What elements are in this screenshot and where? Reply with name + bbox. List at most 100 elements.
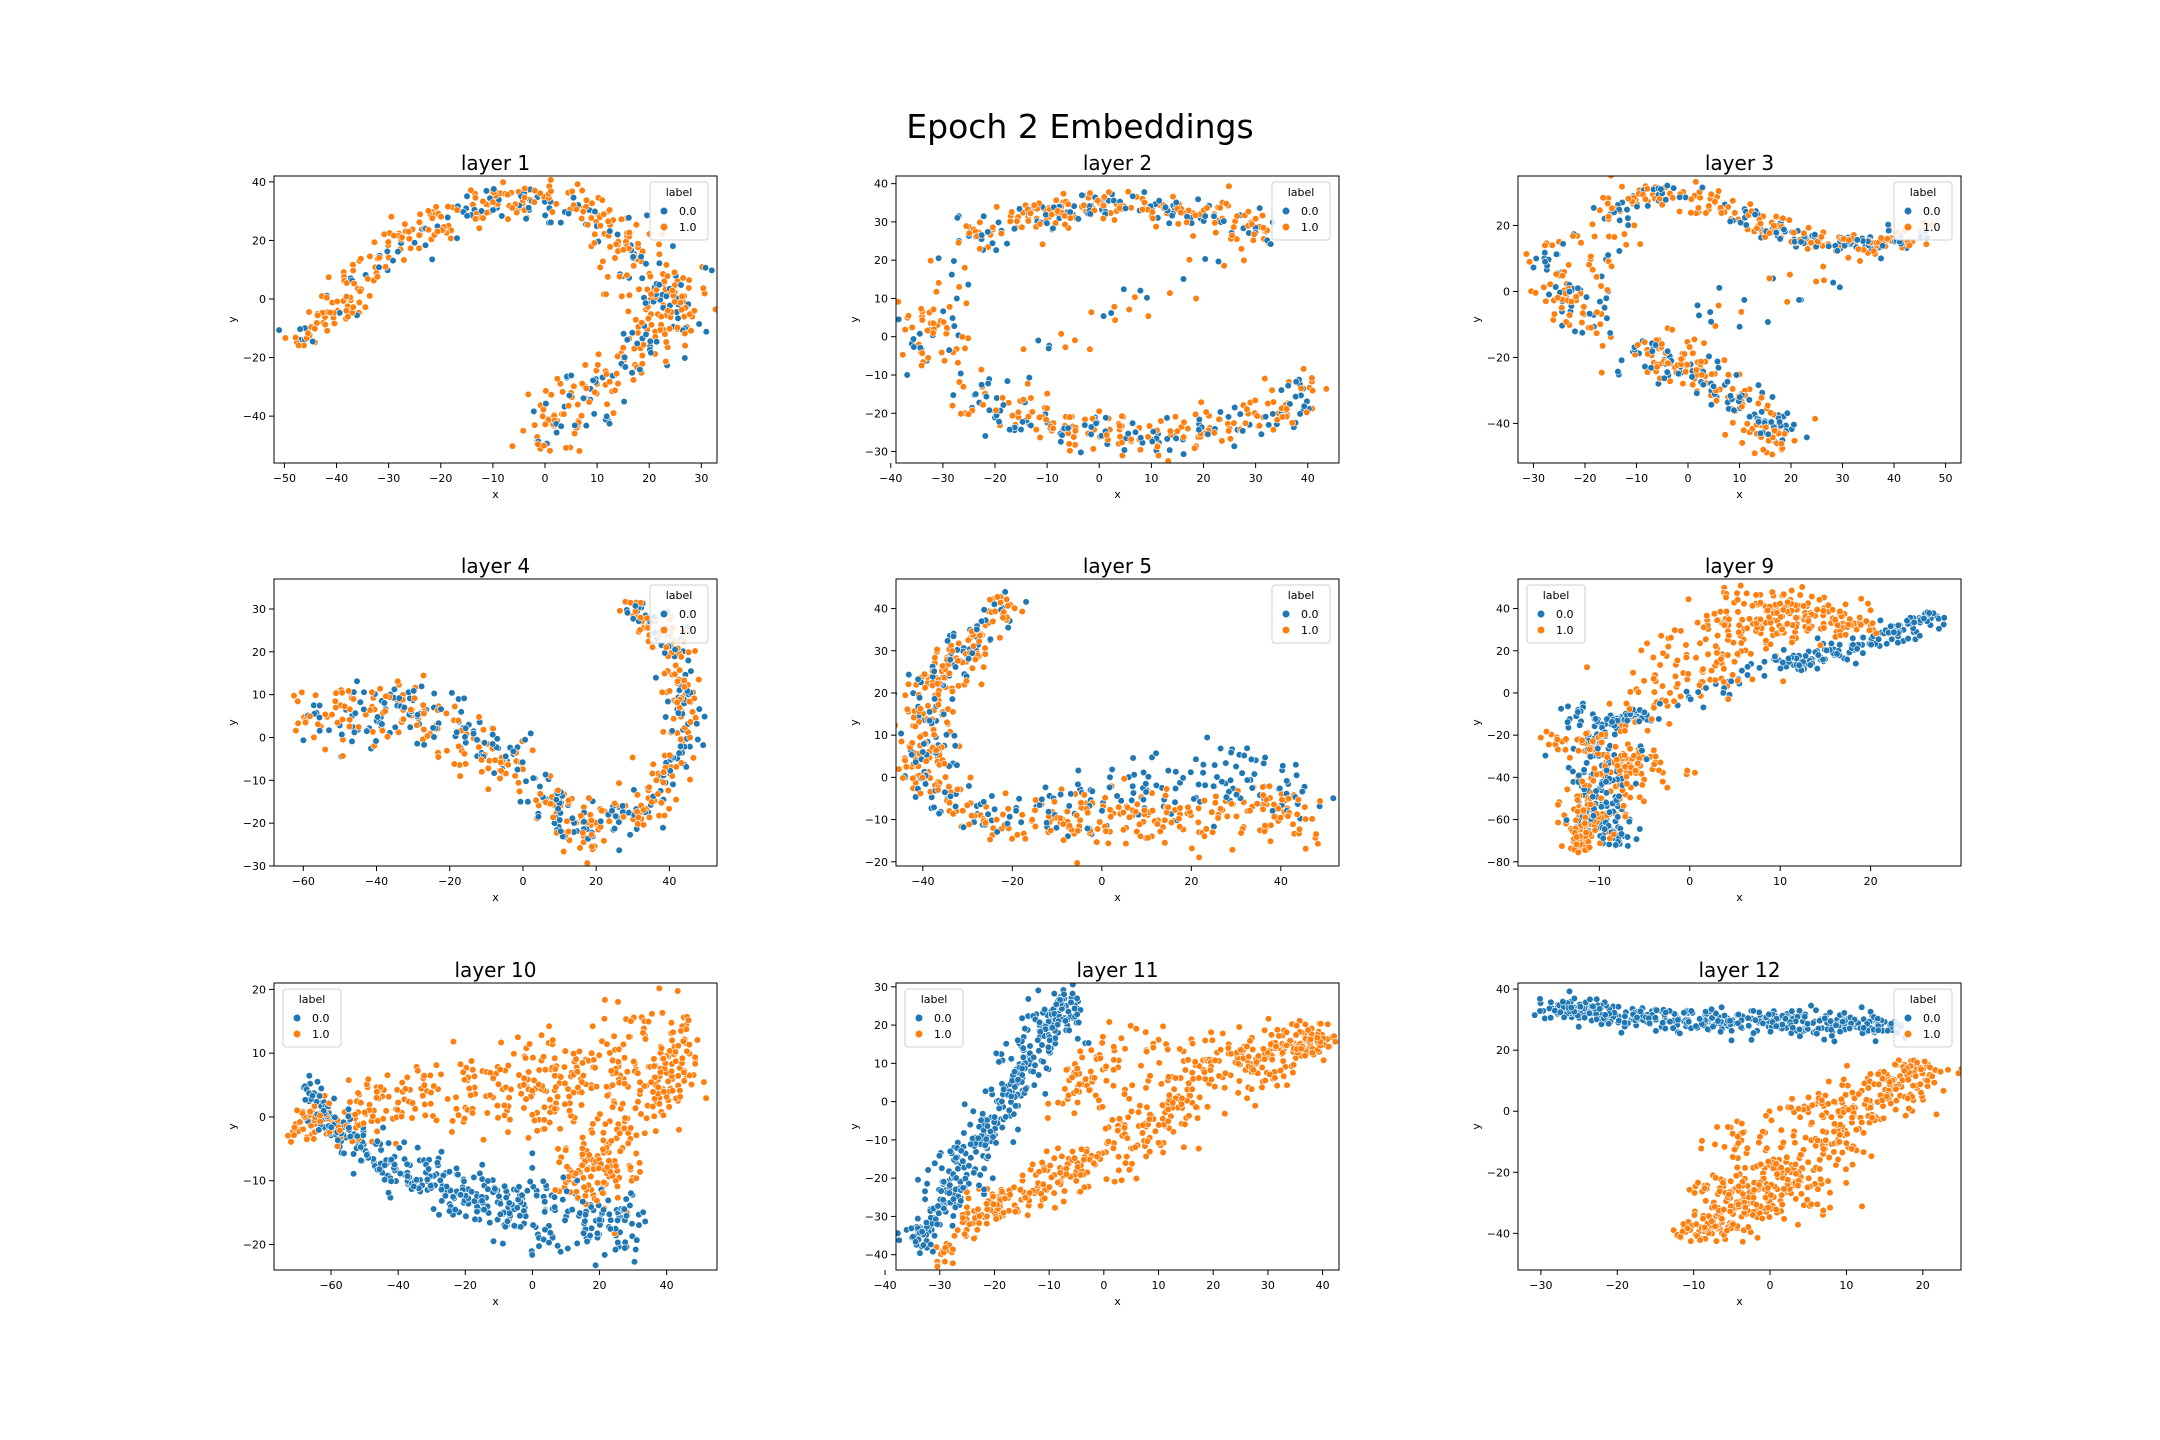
scatter-point [935, 809, 943, 818]
scatter-point [1621, 727, 1629, 735]
scatter-point [555, 1158, 563, 1166]
scatter-point [1268, 386, 1276, 394]
scatter-point [1622, 241, 1630, 249]
scatter-point [583, 1237, 591, 1246]
scatter-point [603, 400, 611, 408]
scatter-point [589, 1022, 597, 1030]
scatter-point [1592, 715, 1600, 723]
scatter-point [1202, 408, 1210, 416]
scatter-point [1845, 620, 1853, 629]
scatter-point [1853, 236, 1861, 244]
scatter-point [444, 213, 452, 221]
scatter-point [946, 656, 954, 664]
scatter-point [426, 1071, 434, 1079]
scatter-point [1772, 229, 1780, 237]
scatter-point [452, 1093, 460, 1101]
scatter-point [977, 381, 986, 389]
scatter-point [576, 844, 584, 852]
scatter-point [940, 760, 949, 768]
scatter-point [1884, 221, 1892, 229]
scatter-point [330, 319, 339, 328]
scatter-point [547, 800, 555, 808]
scatter-point [965, 782, 973, 790]
scatter-point [1056, 790, 1065, 799]
scatter-point [943, 637, 952, 645]
scatter-point [1573, 807, 1582, 816]
scatter-point [1707, 401, 1715, 409]
scatter-point [658, 688, 666, 696]
scatter-point [988, 239, 997, 247]
scatter-point [1014, 408, 1023, 416]
scatter-point [1106, 806, 1114, 814]
scatter-point [1683, 766, 1691, 775]
scatter-point [1261, 375, 1269, 383]
scatter-point [941, 773, 950, 781]
scatter-point [1663, 783, 1671, 792]
x-tick-label: −40 [365, 875, 388, 888]
scatter-point [1157, 417, 1165, 425]
scatter-point [1695, 311, 1703, 320]
scatter-point [652, 1127, 660, 1135]
scatter-point [1585, 261, 1593, 269]
scatter-point [1849, 634, 1857, 642]
scatter-point [554, 786, 562, 795]
scatter-point [1152, 223, 1160, 231]
scatter-point [679, 274, 687, 282]
scatter-point [1716, 607, 1724, 616]
y-axis-label: y [1470, 719, 1483, 726]
scatter-point [486, 1218, 494, 1227]
scatter-point [1602, 294, 1610, 302]
scatter-point [1277, 386, 1285, 394]
scatter-point [542, 400, 550, 408]
scatter-point [1092, 419, 1100, 428]
scatter-point [687, 327, 695, 335]
legend-marker [1903, 222, 1913, 232]
scatter-point [984, 228, 992, 236]
scatter-point [1163, 414, 1171, 422]
scatter-point [1804, 617, 1812, 625]
scatter-point [641, 299, 650, 307]
scatter-point [1253, 412, 1261, 420]
scatter-point [672, 661, 680, 670]
y-tick-label: 0 [881, 331, 888, 344]
scatter-point [1087, 308, 1095, 316]
scatter-point [1228, 846, 1236, 854]
scatter-point [573, 1239, 581, 1247]
scatter-point [1768, 588, 1776, 596]
scatter-point [354, 1089, 362, 1097]
scatter-point [627, 1189, 635, 1197]
scatter-point [1585, 310, 1594, 318]
scatter-point [1801, 652, 1810, 660]
scatter-point [993, 203, 1001, 211]
scatter-point [1940, 620, 1948, 629]
scatter-point [1064, 200, 1072, 208]
scatter-point [948, 687, 957, 696]
scatter-point [1788, 638, 1796, 647]
scatter-point [1166, 446, 1174, 454]
scatter-point [931, 654, 939, 662]
legend-marker [1281, 609, 1291, 619]
scatter-point [563, 1187, 571, 1195]
scatter-point [580, 818, 588, 826]
scatter-point [699, 741, 707, 749]
scatter-point [415, 244, 423, 252]
scatter-point [1180, 418, 1188, 426]
scatter-point [1089, 445, 1097, 453]
y-tick-label: −20 [865, 407, 888, 420]
scatter-point [504, 1061, 512, 1070]
scatter-point [1004, 602, 1012, 610]
scatter-point [1665, 720, 1673, 728]
scatter-point [434, 753, 443, 761]
y-tick-label: 20 [874, 254, 888, 267]
legend-entry: 0.0 [679, 608, 697, 621]
scatter-point [613, 230, 622, 239]
scatter-point [1179, 275, 1188, 283]
scatter-point [1650, 760, 1658, 768]
scatter-point [915, 694, 924, 702]
scatter-point [969, 642, 978, 650]
scatter-point [624, 307, 633, 316]
scatter-point [405, 228, 413, 236]
scatter-point [577, 1101, 586, 1109]
scatter-point [1779, 677, 1787, 685]
